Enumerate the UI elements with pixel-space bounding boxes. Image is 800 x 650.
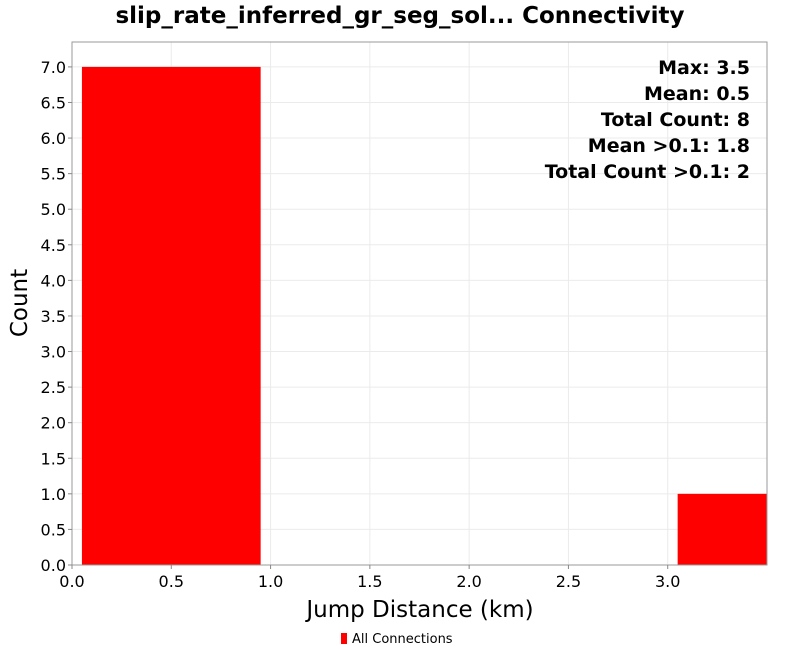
- y-tick-label: 6.5: [41, 93, 66, 112]
- stat-line: Total Count >0.1: 2: [545, 161, 750, 183]
- legend: All Connections: [341, 632, 453, 647]
- bars: [81, 66, 767, 566]
- y-tick-label: 1.5: [41, 449, 66, 468]
- y-tick-label: 3.5: [41, 307, 66, 326]
- y-tick-label: 5.5: [41, 165, 66, 184]
- y-axis-label: Count: [7, 269, 33, 337]
- y-tick-label: 2.0: [41, 414, 66, 433]
- y-tick-label: 0.5: [41, 520, 66, 539]
- stat-line: Mean >0.1: 1.8: [588, 135, 750, 157]
- y-axis-ticks: 0.0 0.5 1.0 1.5 2.0 2.5 3.0 3.5 4.0 4.5 5.0 5.5 6.0 6…: [41, 58, 72, 575]
- y-tick-label: 0.0: [41, 556, 66, 575]
- x-tick-label: 0.0: [59, 572, 84, 591]
- y-tick-label: 4.0: [41, 271, 66, 290]
- y-tick-label: 5.0: [41, 200, 66, 219]
- x-tick-label: 2.5: [556, 572, 581, 591]
- y-tick-label: 1.0: [41, 485, 66, 504]
- x-tick-label: 1.5: [357, 572, 382, 591]
- histogram-bar: [677, 493, 767, 565]
- plot-frame: [71, 41, 768, 566]
- x-tick-label: 1.0: [258, 572, 283, 591]
- legend-swatch: [341, 633, 347, 644]
- x-axis-label: Jump Distance (km): [304, 597, 533, 623]
- stat-line: Total Count: 8: [601, 109, 750, 131]
- stat-line: Max: 3.5: [658, 57, 750, 79]
- y-tick-label: 7.0: [41, 58, 66, 77]
- x-axis-ticks: 0.0 0.5 1.0 1.5 2.0 2.5 3.0: [59, 565, 680, 591]
- y-tick-label: 3.0: [41, 343, 66, 362]
- chart-title: slip_rate_inferred_gr_seg_sol... Connect…: [115, 3, 684, 29]
- stat-line: Mean: 0.5: [644, 83, 750, 105]
- y-tick-label: 4.5: [41, 236, 66, 255]
- y-tick-label: 2.5: [41, 378, 66, 397]
- x-tick-label: 2.0: [456, 572, 481, 591]
- y-tick-label: 6.0: [41, 129, 66, 148]
- histogram-bar: [81, 66, 261, 566]
- x-tick-label: 3.0: [655, 572, 680, 591]
- stats-annotations: Max: 3.5 Mean: 0.5 Total Count: 8 Mean >0.1…: [545, 57, 750, 183]
- legend-label: All Connections: [352, 632, 453, 647]
- x-tick-label: 0.5: [159, 572, 184, 591]
